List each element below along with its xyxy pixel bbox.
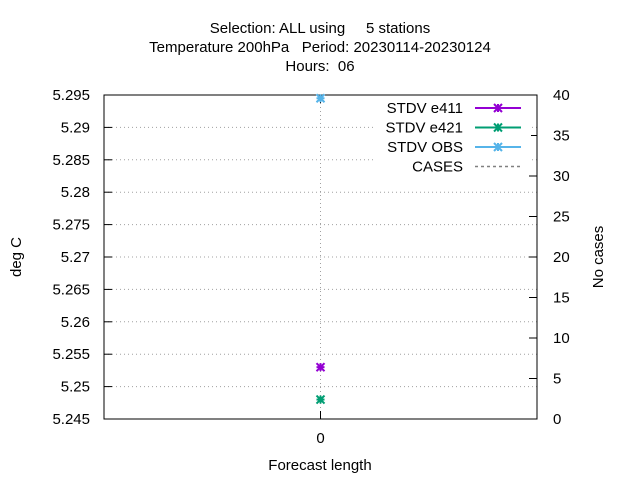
y-axis-ticks: 5.245 5.25 5.255 5.26 5.265 5.27 5.275 5.28 5.28… — [52, 87, 112, 428]
y2-tick-label: 40 — [553, 87, 570, 104]
y2-tick-label: 0 — [553, 411, 561, 428]
legend-label: CASES — [412, 159, 463, 176]
y2-tick-label: 5 — [553, 371, 561, 388]
data-point-stdv-obs — [315, 93, 326, 103]
title-line-2: Temperature 200hPa Period: 20230114-2023… — [149, 39, 491, 56]
title-line-1: Selection: ALL using 5 stations — [210, 20, 430, 37]
marker-stroke — [315, 93, 326, 103]
legend: STDV e411 STDV e421 STDV OBS CASES — [375, 97, 531, 176]
y2-tick-label: 35 — [553, 128, 570, 145]
y-tick-label: 5.27 — [61, 249, 90, 266]
y-tick-label: 5.275 — [52, 217, 90, 234]
y-tick-label: 5.25 — [61, 379, 90, 396]
y2-axis-label: No cases — [590, 226, 607, 289]
marker-stroke — [315, 362, 326, 372]
legend-marker — [493, 103, 503, 113]
y-tick-label: 5.28 — [61, 184, 90, 201]
marker-stroke — [493, 103, 503, 113]
y-axis-label: deg C — [8, 237, 25, 277]
title-line-3: Hours: 06 — [285, 58, 354, 75]
legend-marker — [493, 142, 503, 152]
y2-tick-label: 20 — [553, 249, 570, 266]
marker-stroke — [493, 122, 503, 133]
legend-marker — [493, 122, 503, 133]
chart-title: Selection: ALL using 5 stations Temperat… — [149, 20, 491, 75]
x-tick-label: 0 — [316, 430, 324, 447]
y2-tick-label: 10 — [553, 330, 570, 347]
y-tick-label: 5.26 — [61, 314, 90, 331]
legend-label: STDV e421 — [385, 120, 463, 137]
x-axis-label: Forecast length — [268, 457, 371, 474]
marker-stroke — [315, 394, 326, 405]
y2-tick-label: 30 — [553, 168, 570, 185]
legend-label: STDV OBS — [387, 139, 463, 156]
data-point-stdv-e421 — [315, 394, 326, 405]
data-points — [315, 93, 326, 405]
y-tick-label: 5.29 — [61, 119, 90, 136]
y-tick-label: 5.265 — [52, 281, 90, 298]
grid — [104, 95, 537, 419]
y2-tick-label: 15 — [553, 290, 570, 307]
y-tick-label: 5.255 — [52, 346, 90, 363]
y-tick-label: 5.285 — [52, 152, 90, 169]
legend-background — [375, 97, 531, 175]
y-tick-label: 5.295 — [52, 87, 90, 104]
y2-axis-ticks: 0 5 10 15 20 25 30 35 40 — [529, 87, 570, 428]
legend-label: STDV e411 — [387, 100, 463, 117]
y2-tick-label: 25 — [553, 209, 570, 226]
marker-stroke — [493, 142, 503, 152]
data-point-stdv-e411 — [315, 362, 326, 372]
y-tick-label: 5.245 — [52, 411, 90, 428]
